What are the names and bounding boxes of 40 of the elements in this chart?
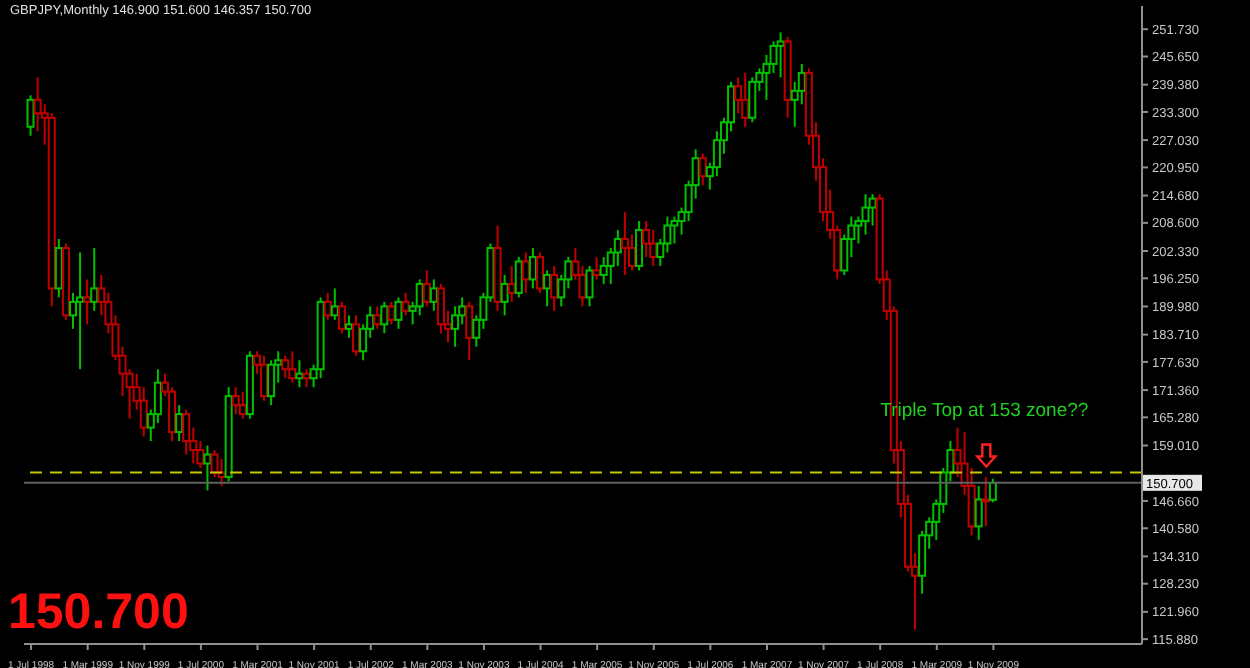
- candlestick: [465, 300, 474, 362]
- candlestick: [698, 152, 707, 187]
- candlestick: [507, 264, 516, 303]
- candlestick: [748, 76, 757, 124]
- candlestick: [436, 282, 445, 335]
- candlestick: [550, 264, 559, 312]
- candlestick: [422, 269, 431, 308]
- candlestick: [670, 215, 679, 245]
- annotation: 150.700: [8, 584, 189, 642]
- candlestick: [585, 264, 594, 308]
- candlestick: [83, 278, 92, 326]
- candlestick: [281, 354, 290, 380]
- candlestick: [337, 300, 346, 335]
- candlestick: [599, 255, 608, 285]
- candlestick: [536, 251, 545, 294]
- candlestick: [90, 247, 99, 312]
- candlestick: [635, 220, 644, 272]
- candlestick: [861, 193, 870, 236]
- candlestick: [521, 251, 530, 294]
- candlestick: [267, 359, 276, 407]
- candlestick: [387, 300, 396, 326]
- candlestick: [451, 305, 460, 348]
- candlestick: [394, 296, 403, 330]
- candlestick: [415, 278, 424, 317]
- candlestick: [203, 444, 212, 492]
- candlestick: [741, 71, 750, 128]
- candlestick: [373, 305, 382, 330]
- candlestick: [514, 255, 523, 299]
- candlestick: [26, 94, 35, 137]
- candlestick: [401, 291, 410, 317]
- candlestick: [981, 475, 990, 528]
- candlestick: [988, 477, 997, 504]
- candlestick: [380, 300, 389, 335]
- candlestick: [352, 314, 361, 357]
- candlestick: [974, 484, 983, 541]
- candlestick: [288, 350, 297, 384]
- candlestick: [620, 211, 629, 276]
- candlestick: [295, 359, 304, 389]
- candlestick: [182, 408, 191, 456]
- candlestick: [76, 251, 85, 371]
